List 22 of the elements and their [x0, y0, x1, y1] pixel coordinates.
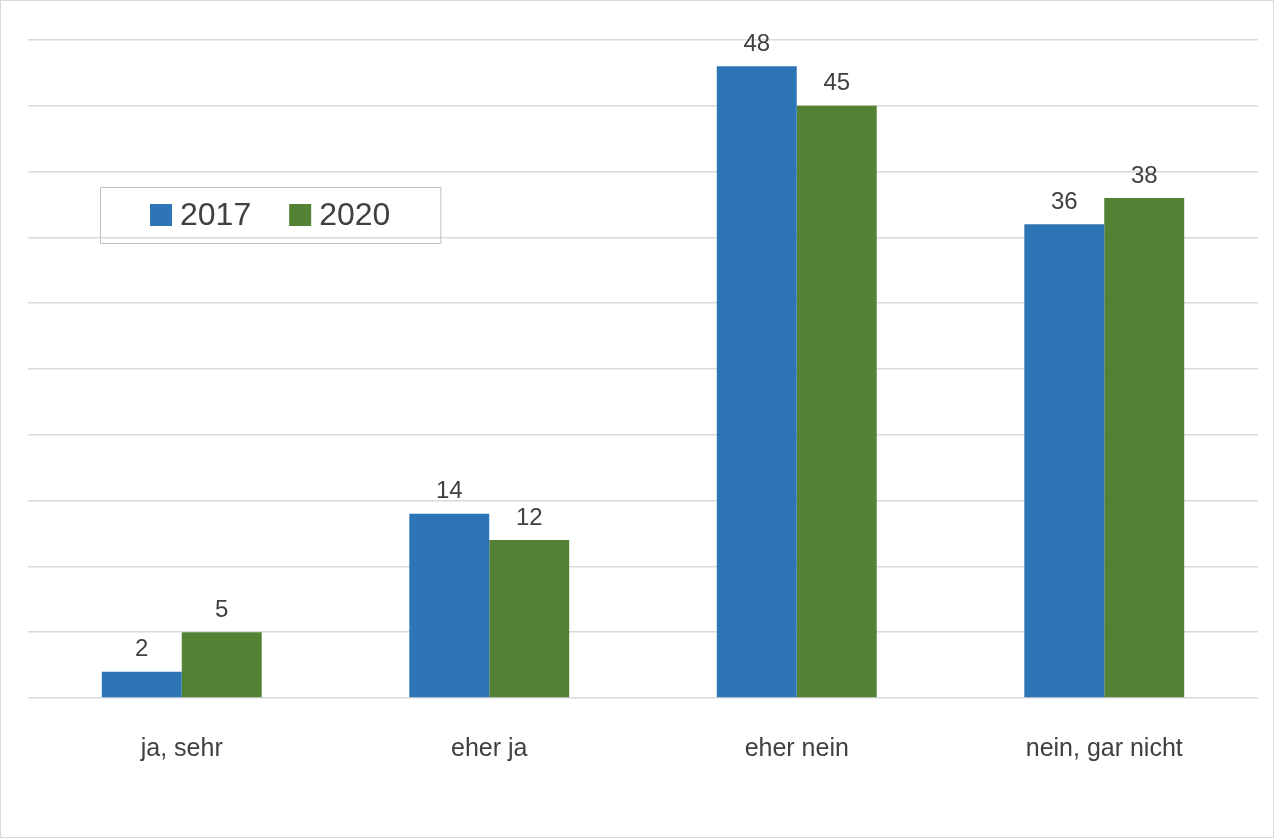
x-tick-label: ja, sehr: [139, 732, 223, 761]
data-label: 48: [743, 28, 771, 56]
bar: [181, 632, 262, 698]
data-label: 14: [435, 476, 463, 504]
bar: [716, 66, 797, 698]
x-tick-label: eher nein: [744, 732, 849, 761]
bar: [101, 671, 182, 698]
data-label: 5: [215, 594, 229, 622]
data-label: 12: [515, 502, 543, 530]
data-label: 2: [135, 634, 149, 662]
legend-label: 2020: [319, 195, 391, 232]
bar: [796, 105, 877, 698]
data-label: 36: [1050, 186, 1078, 214]
legend-label: 2017: [180, 195, 252, 232]
data-label: 38: [1130, 160, 1158, 188]
bar: [1104, 197, 1185, 698]
x-tick-label: nein, gar nicht: [1025, 732, 1183, 761]
bar: [1024, 224, 1105, 698]
bar: [489, 540, 570, 698]
bar: [409, 513, 490, 698]
x-tick-label: eher ja: [451, 732, 528, 761]
data-label: 45: [823, 68, 851, 96]
